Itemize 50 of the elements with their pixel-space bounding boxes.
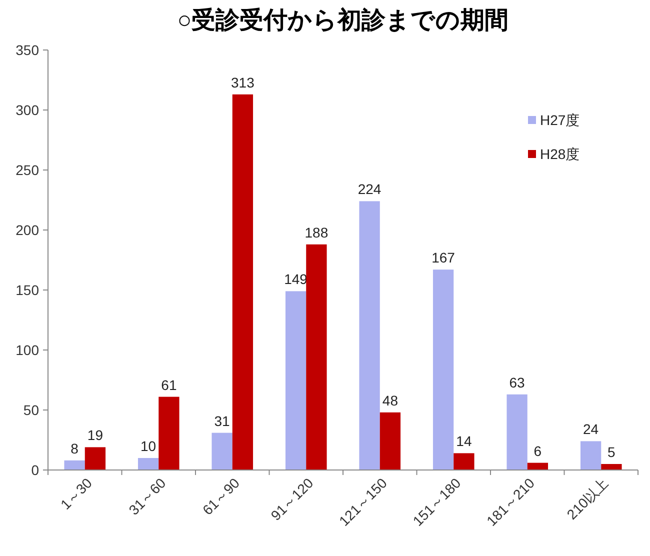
- bar: [232, 94, 254, 470]
- bar: [84, 447, 106, 470]
- x-tick-label: 210以上: [564, 474, 612, 522]
- bar: [601, 464, 622, 470]
- bar: [527, 462, 548, 470]
- data-label: 6: [534, 442, 542, 459]
- y-tick-label: 250: [16, 162, 40, 178]
- y-tick-label: 200: [16, 222, 40, 238]
- data-label: 8: [70, 440, 79, 456]
- bar: [432, 270, 454, 470]
- data-label: 5: [608, 444, 616, 460]
- data-label: 19: [87, 427, 104, 444]
- y-tick-label: 100: [16, 342, 40, 358]
- x-tick-label: 61～90: [199, 474, 243, 518]
- legend-label: H28度: [540, 146, 580, 162]
- bar: [380, 412, 401, 470]
- x-tick-label: 121～150: [336, 474, 390, 530]
- x-tick-label: 31～60: [126, 474, 169, 518]
- bar: [158, 396, 180, 470]
- data-label: 61: [161, 376, 177, 393]
- y-tick-label: 300: [16, 102, 40, 118]
- bar: [580, 441, 602, 470]
- y-tick-label: 50: [23, 402, 40, 418]
- bar: [64, 460, 85, 470]
- y-tick-label: 0: [31, 462, 40, 478]
- bar: [359, 201, 380, 470]
- data-label: 188: [304, 224, 328, 240]
- x-tick-label: 91～120: [268, 474, 316, 524]
- data-label: 63: [509, 374, 526, 390]
- bar: [506, 394, 528, 470]
- data-label: 10: [140, 438, 156, 454]
- data-label: 48: [382, 392, 398, 408]
- data-label: 14: [456, 433, 472, 450]
- data-label: 224: [358, 181, 382, 198]
- x-tick-label: 1～30: [57, 474, 96, 513]
- y-tick-label: 350: [16, 42, 40, 58]
- bar: [454, 453, 474, 470]
- chart-title: ○受診受付から初診までの期間: [177, 7, 509, 34]
- data-label: 313: [231, 74, 255, 90]
- data-label: 24: [583, 421, 599, 438]
- bar: [285, 291, 306, 470]
- x-tick-label: 151～180: [410, 474, 464, 530]
- x-tick-label: 181～210: [483, 474, 538, 530]
- data-label: 167: [432, 250, 456, 266]
- bar: [138, 458, 159, 470]
- data-label: 31: [214, 412, 230, 429]
- bar: [212, 432, 232, 470]
- legend-label: H27度: [540, 112, 580, 128]
- y-tick-label: 150: [16, 282, 40, 298]
- bar: [306, 244, 327, 470]
